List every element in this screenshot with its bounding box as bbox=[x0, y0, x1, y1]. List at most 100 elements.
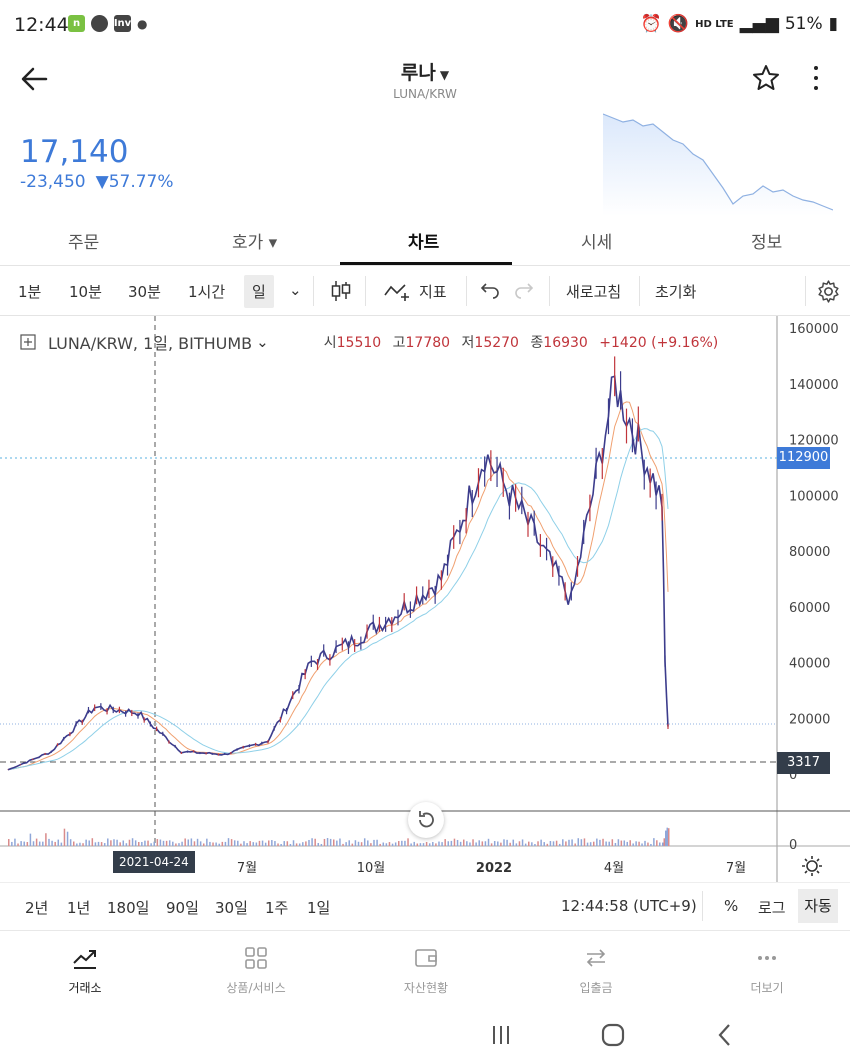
percent-scale-toggle[interactable]: % bbox=[724, 897, 739, 915]
interval-1m[interactable]: 1분 bbox=[18, 283, 42, 301]
chart-toolbar: 1분 10분 30분 1시간 일 ⌄ 지표 새로고침 초기화 bbox=[0, 266, 850, 316]
chart-settings-gear-icon[interactable] bbox=[816, 279, 841, 304]
android-nav-bar bbox=[0, 1010, 850, 1062]
candlestick-icon[interactable] bbox=[330, 279, 352, 303]
volume-bar bbox=[626, 841, 628, 846]
range-1w[interactable]: 1주 bbox=[265, 899, 289, 917]
volume-bar bbox=[367, 840, 369, 846]
volume-bar bbox=[107, 838, 109, 846]
tab-quotes[interactable]: 시세 bbox=[581, 233, 613, 253]
back-arrow-icon[interactable] bbox=[18, 62, 52, 96]
volume-bar bbox=[128, 839, 131, 846]
home-icon[interactable] bbox=[598, 1020, 628, 1050]
auto-scale-toggle[interactable]: 자동 bbox=[798, 889, 838, 923]
legend-symbol[interactable]: LUNA/KRW, 1일, BITHUMB bbox=[48, 334, 253, 353]
range-1d[interactable]: 1일 bbox=[307, 899, 331, 917]
range-2y[interactable]: 2년 bbox=[25, 899, 49, 917]
volume-bar bbox=[438, 841, 440, 846]
range-1y[interactable]: 1년 bbox=[67, 899, 91, 917]
volume-bar bbox=[568, 839, 570, 846]
volume-bar bbox=[472, 839, 474, 846]
volume-bar bbox=[602, 838, 604, 846]
reset-chart-button[interactable]: 초기화 bbox=[655, 283, 697, 301]
nav-more[interactable]: 더보기 bbox=[707, 945, 827, 996]
chart-reset-button[interactable] bbox=[408, 802, 444, 838]
range-180d[interactable]: 180일 bbox=[107, 899, 150, 917]
chart-area[interactable]: 160000 140000 120000 100000 80000 60000 40000 2… bbox=[0, 316, 850, 882]
system-back-icon[interactable] bbox=[711, 1020, 741, 1050]
volume-bar bbox=[295, 843, 298, 846]
volume-bar bbox=[206, 838, 208, 846]
volume-bar bbox=[351, 843, 354, 846]
volume-bar bbox=[497, 841, 499, 846]
volume-bar bbox=[401, 840, 403, 846]
refresh-button[interactable]: 새로고침 bbox=[566, 283, 622, 301]
more-options-icon[interactable] bbox=[806, 63, 826, 93]
axis-settings-icon[interactable] bbox=[800, 854, 824, 878]
range-30d[interactable]: 30일 bbox=[215, 899, 248, 917]
undo-icon[interactable] bbox=[480, 280, 500, 300]
x-axis-tick-label: 4월 bbox=[604, 861, 624, 876]
nav-transfer[interactable]: 입출금 bbox=[536, 945, 656, 996]
chart-legend: LUNA/KRW, 1일, BITHUMB ⌄ 시15510 고17780 저1… bbox=[20, 330, 718, 354]
volume-bar bbox=[218, 843, 220, 846]
volume-bar bbox=[589, 842, 592, 846]
interval-day[interactable]: 일 bbox=[244, 275, 274, 308]
interval-1h[interactable]: 1시간 bbox=[188, 283, 226, 301]
volume-bar bbox=[103, 843, 106, 846]
volume-bar bbox=[209, 841, 211, 846]
volume-bar bbox=[456, 839, 459, 846]
volume-bar bbox=[459, 841, 462, 846]
indicator-button[interactable]: 지표 bbox=[419, 283, 447, 301]
volume-bar bbox=[156, 839, 159, 846]
range-bar: 2년 1년 180일 90일 30일 1주 1일 12:44:58 (UTC+9… bbox=[0, 882, 850, 930]
tab-info[interactable]: 정보 bbox=[751, 233, 783, 253]
price-chart[interactable]: 160000 140000 120000 100000 80000 60000 40000 2… bbox=[0, 316, 850, 882]
nav-exchange[interactable]: 거래소 bbox=[25, 945, 145, 996]
toolbar-divider bbox=[466, 276, 467, 306]
favorite-star-icon[interactable] bbox=[751, 63, 781, 93]
battery-text: 51% bbox=[784, 14, 823, 34]
redo-icon[interactable] bbox=[514, 280, 534, 300]
tab-order[interactable]: 주문 bbox=[68, 233, 100, 253]
asset-title-dropdown[interactable]: 루나 ▼ LUNA/KRW bbox=[300, 58, 550, 101]
volume-bar bbox=[35, 838, 38, 846]
symbol-chevron-icon[interactable]: ⌄ bbox=[256, 333, 269, 351]
tab-orderbook[interactable]: 호가 ▾ bbox=[232, 233, 278, 253]
x-axis-tick-label: 7월 bbox=[726, 861, 746, 876]
interval-30m[interactable]: 30분 bbox=[128, 283, 161, 301]
volume-bar bbox=[268, 840, 270, 846]
volume-bar bbox=[243, 841, 245, 846]
volume-bar bbox=[596, 838, 598, 846]
recent-apps-icon[interactable] bbox=[486, 1020, 516, 1050]
volume-bar bbox=[311, 838, 313, 846]
volume-bar bbox=[534, 843, 536, 846]
volume-bar bbox=[26, 842, 29, 846]
volume-bar bbox=[540, 839, 542, 846]
volume-bar bbox=[215, 842, 217, 846]
volume-bar bbox=[348, 840, 350, 846]
range-90d[interactable]: 90일 bbox=[166, 899, 199, 917]
open-label: 시 bbox=[323, 335, 337, 351]
volume-bar bbox=[255, 842, 258, 846]
volume-bar bbox=[549, 841, 552, 846]
volume-bar bbox=[42, 841, 44, 846]
trend-up-icon bbox=[73, 950, 96, 969]
volume-bar bbox=[73, 841, 75, 846]
interval-10m[interactable]: 10분 bbox=[69, 283, 102, 301]
bottom-nav: 거래소 상품/서비스 자산현황 입출금 더보기 bbox=[0, 930, 850, 1010]
open-value: 15510 bbox=[336, 335, 382, 351]
interval-dropdown-chevron-icon[interactable]: ⌄ bbox=[289, 281, 302, 299]
more-notifications-icon: ● bbox=[137, 16, 148, 31]
nav-products[interactable]: 상품/서비스 bbox=[196, 945, 316, 996]
volume-bar bbox=[317, 842, 320, 846]
tab-chart[interactable]: 차트 bbox=[408, 233, 440, 253]
crosshair-price-badge: 3317 bbox=[777, 752, 830, 774]
volume-bar bbox=[63, 828, 66, 846]
legend-toggle-icon[interactable] bbox=[20, 334, 36, 350]
volume-bar bbox=[644, 840, 646, 846]
nav-assets[interactable]: 자산현황 bbox=[366, 945, 486, 996]
log-scale-toggle[interactable]: 로그 bbox=[758, 899, 786, 917]
volume-bar bbox=[66, 831, 69, 846]
indicator-add-icon[interactable] bbox=[383, 279, 413, 303]
